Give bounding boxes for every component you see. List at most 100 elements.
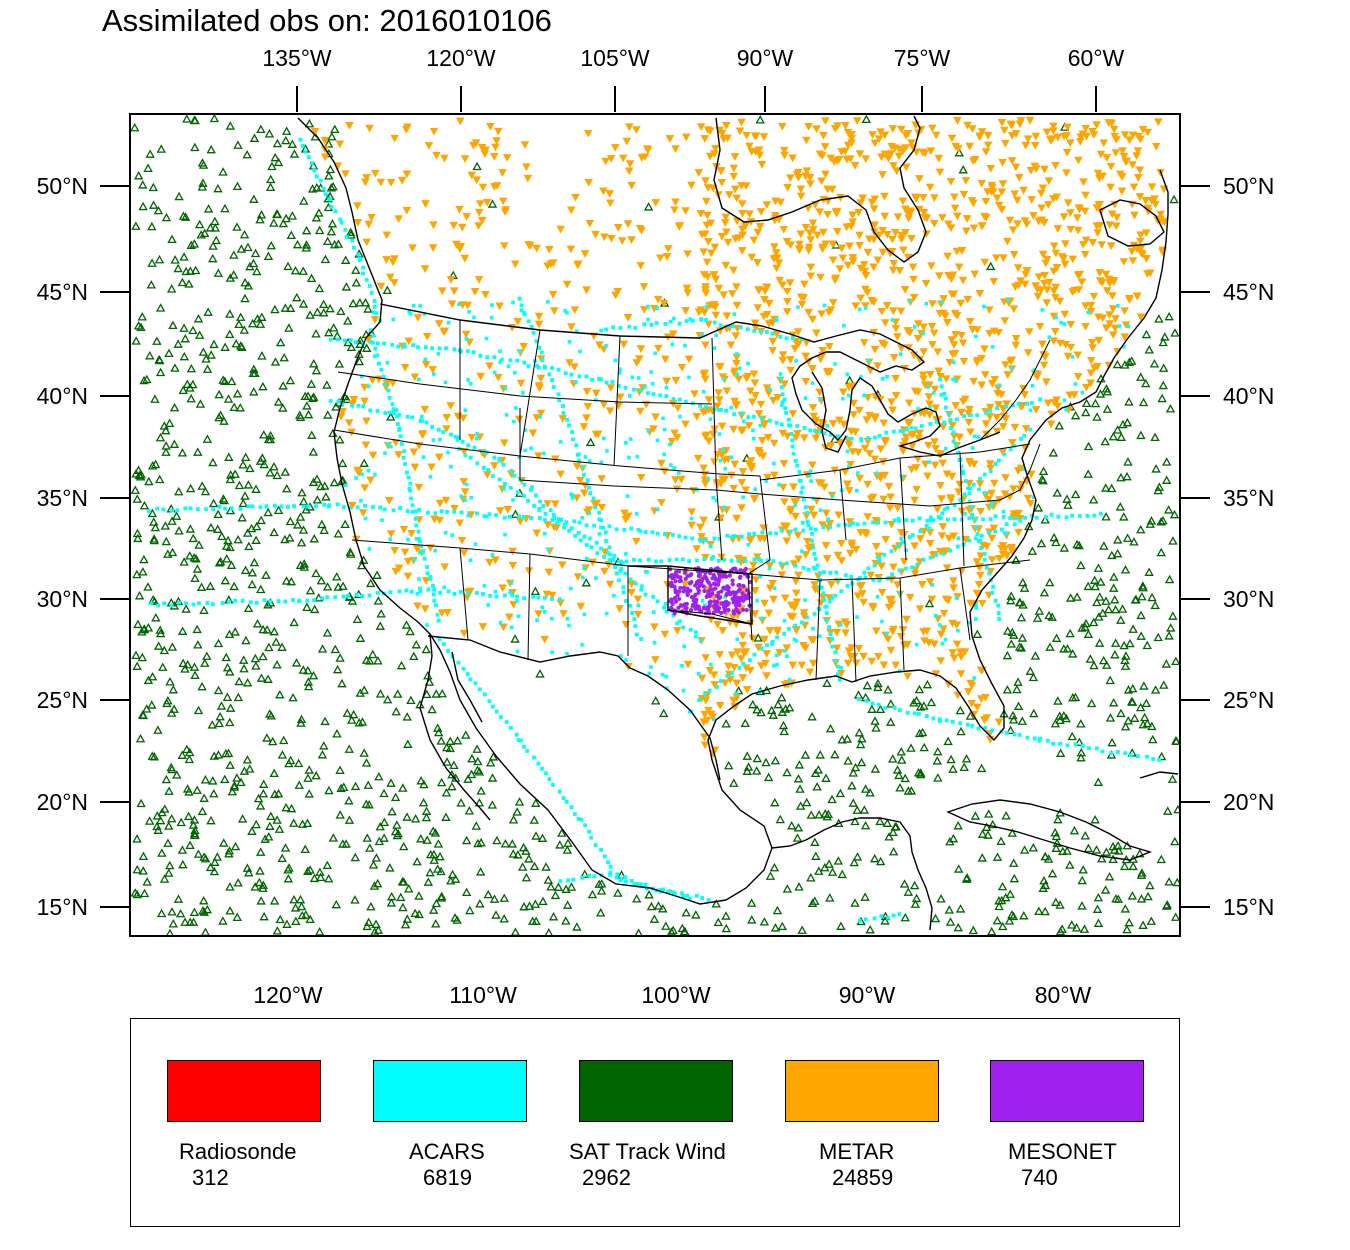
acars-marker [884, 631, 889, 636]
sat-track-wind-marker [328, 833, 339, 842]
acars-marker [871, 577, 876, 582]
sat-track-wind-marker [130, 485, 141, 494]
sat-track-wind-marker [1012, 684, 1022, 694]
acars-marker [795, 463, 800, 468]
acars-marker [469, 495, 474, 500]
acars-marker [1087, 746, 1091, 751]
acars-marker [856, 697, 861, 702]
sat-track-wind-marker [1078, 865, 1088, 874]
sat-track-wind-marker [917, 727, 928, 737]
sat-track-wind-marker [243, 242, 253, 252]
acars-marker [441, 430, 446, 435]
metar-marker [1074, 156, 1083, 165]
sat-track-wind-marker [314, 927, 325, 936]
sat-track-wind-marker [196, 582, 207, 591]
metar-marker [618, 154, 628, 163]
sat-track-wind-marker [222, 692, 233, 701]
acars-marker [565, 616, 570, 621]
metar-marker [925, 539, 935, 548]
metar-marker [1060, 260, 1070, 269]
acars-marker [536, 761, 541, 766]
sat-track-wind-marker [316, 575, 327, 585]
metar-marker [715, 396, 724, 404]
metar-marker [729, 164, 739, 173]
metar-marker [597, 475, 606, 483]
metar-marker [573, 573, 583, 581]
metar-marker [786, 356, 795, 364]
metar-marker [723, 238, 733, 247]
acars-marker [704, 305, 709, 309]
metar-marker [918, 193, 928, 202]
acars-marker [1017, 733, 1022, 737]
metar-marker [1002, 552, 1012, 560]
sat-track-wind-marker [742, 751, 752, 760]
sat-track-wind-marker [770, 797, 780, 807]
metar-marker [1061, 340, 1071, 349]
sat-track-wind-marker [148, 200, 159, 209]
acars-marker [770, 639, 775, 644]
acars-marker [375, 590, 380, 595]
acars-marker [668, 319, 673, 324]
sat-track-wind-marker [314, 225, 325, 235]
sat-track-wind-marker [1047, 612, 1057, 621]
metar-marker [584, 506, 594, 515]
metar-marker [449, 287, 459, 296]
metar-marker [912, 485, 921, 494]
metar-marker [1111, 149, 1121, 157]
acars-marker [305, 598, 310, 603]
metar-marker [713, 481, 722, 489]
acars-marker [442, 585, 446, 590]
acars-marker [723, 595, 727, 599]
metar-marker [703, 126, 713, 135]
acars-marker [410, 509, 415, 514]
acars-marker [380, 518, 384, 523]
acars-marker [1028, 427, 1033, 432]
metar-marker [900, 285, 910, 294]
sat-track-wind-marker [225, 309, 235, 318]
sat-track-wind-marker [1005, 595, 1016, 605]
sat-track-wind-marker [165, 928, 175, 936]
acars-marker [569, 586, 573, 591]
metar-marker [1046, 420, 1056, 429]
metar-marker [696, 523, 705, 532]
acars-marker [504, 413, 509, 417]
sat-track-wind-marker [297, 910, 307, 920]
acars-marker [800, 549, 804, 554]
sat-track-wind-marker [160, 804, 170, 813]
acars-marker [587, 536, 592, 541]
metar-marker [1008, 439, 1017, 447]
sat-track-wind-marker [1003, 626, 1013, 635]
sat-track-wind-marker [142, 877, 152, 886]
sat-track-wind-marker [972, 629, 983, 638]
mesonet-marker [731, 609, 736, 614]
metar-marker [1142, 229, 1151, 238]
acars-marker [1062, 398, 1067, 403]
metar-marker [762, 201, 772, 209]
metar-marker [680, 580, 690, 589]
sat-track-wind-marker [1097, 853, 1107, 863]
metar-marker [920, 637, 929, 645]
metar-marker [849, 399, 858, 408]
acars-marker [1098, 511, 1103, 516]
acars-marker [793, 503, 798, 508]
sat-track-wind-marker [285, 375, 296, 385]
metar-marker [967, 699, 976, 708]
metar-marker [703, 184, 713, 192]
acars-marker [177, 600, 182, 605]
mesonet-marker [743, 566, 748, 572]
metar-marker [1089, 131, 1099, 139]
mesonet-marker [724, 591, 729, 597]
acars-marker [466, 591, 470, 596]
acars-marker [718, 458, 723, 463]
sat-track-wind-marker [1059, 543, 1070, 552]
metar-marker [773, 628, 782, 637]
acars-marker [910, 533, 915, 538]
sat-track-wind-marker [422, 835, 432, 844]
acars-marker [300, 143, 305, 148]
acars-marker [981, 517, 985, 522]
metar-marker [951, 331, 960, 339]
acars-marker [318, 178, 323, 183]
acars-marker [627, 455, 631, 460]
acars-marker [1022, 433, 1027, 438]
acars-marker [755, 598, 759, 603]
